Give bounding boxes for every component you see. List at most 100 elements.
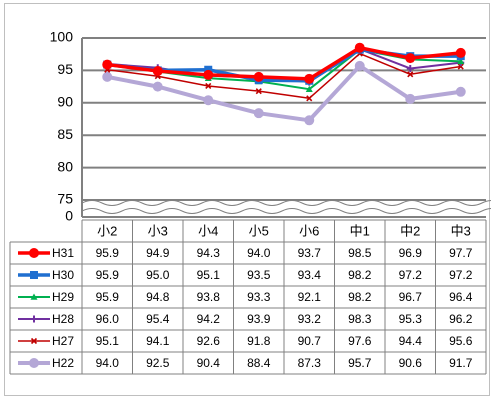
data-point-H31 <box>203 69 214 80</box>
category-label: 中3 <box>451 223 471 238</box>
legend-label: H30 <box>52 268 74 282</box>
data-label: 96.7 <box>399 290 423 304</box>
data-label: 93.2 <box>298 312 322 326</box>
category-label: 小2 <box>97 223 117 238</box>
y-tick-label: 100 <box>50 29 74 45</box>
data-label: 92.5 <box>146 356 170 370</box>
category-label: 小3 <box>148 223 168 238</box>
legend-label: H22 <box>52 356 74 370</box>
data-label: 92.1 <box>298 290 322 304</box>
data-point-H31 <box>102 59 113 70</box>
category-label: 中2 <box>400 223 420 238</box>
y-tick-label: 0 <box>65 208 73 224</box>
data-label: 90.7 <box>298 334 322 348</box>
y-tick-label: 75 <box>57 191 73 207</box>
data-label: 95.1 <box>96 334 120 348</box>
axis-break-line-bottom <box>81 208 491 214</box>
data-label: 90.4 <box>197 356 221 370</box>
data-point-H31 <box>354 42 365 53</box>
data-label: 97.7 <box>449 246 473 260</box>
data-label: 94.3 <box>197 246 221 260</box>
data-point-H22 <box>455 86 466 97</box>
data-label: 94.9 <box>146 246 170 260</box>
series-line-H31 <box>107 45 461 81</box>
data-label: 97.2 <box>399 268 423 282</box>
data-label: 98.3 <box>348 312 372 326</box>
data-point-H31 <box>152 66 163 77</box>
legend-marker-H31 <box>29 248 39 258</box>
data-label: 94.2 <box>197 312 221 326</box>
data-label: 91.8 <box>247 334 271 348</box>
data-label: 92.6 <box>197 334 221 348</box>
data-point-H31 <box>304 73 315 84</box>
y-tick-label: 95 <box>57 61 73 77</box>
legend-label: H27 <box>52 334 74 348</box>
series-line-H27 <box>107 52 461 100</box>
data-point-H27 <box>306 95 313 102</box>
data-label: 93.8 <box>197 290 221 304</box>
data-label: 93.4 <box>298 268 322 282</box>
category-label: 中1 <box>350 223 370 238</box>
legend-marker-H29 <box>30 293 38 300</box>
data-point-H22 <box>253 108 264 119</box>
data-point-H27 <box>457 63 464 70</box>
data-point-H22 <box>102 71 113 82</box>
legend-label: H29 <box>52 290 74 304</box>
data-label: 97.2 <box>449 268 473 282</box>
data-label: 95.9 <box>96 268 120 282</box>
data-label: 96.2 <box>449 312 473 326</box>
category-label: 小6 <box>299 223 319 238</box>
data-label: 95.9 <box>96 246 120 260</box>
data-label: 95.0 <box>146 268 170 282</box>
data-label: 88.4 <box>247 356 271 370</box>
data-label: 93.5 <box>247 268 271 282</box>
data-point-H29 <box>457 57 465 65</box>
axis-break-line-top <box>81 200 491 206</box>
legend-label: H28 <box>52 312 74 326</box>
data-label: 96.0 <box>96 312 120 326</box>
data-label: 87.3 <box>298 356 322 370</box>
legend-label: H31 <box>52 246 74 260</box>
data-label: 95.4 <box>146 312 170 326</box>
data-label: 96.9 <box>399 246 423 260</box>
data-label: 94.4 <box>399 334 423 348</box>
y-tick-label: 80 <box>57 158 73 174</box>
data-point-H31 <box>455 47 466 58</box>
legend-marker-H22 <box>29 358 39 368</box>
data-point-H22 <box>152 81 163 92</box>
data-label: 98.5 <box>348 246 372 260</box>
legend-marker-H30 <box>30 271 38 279</box>
data-label: 95.6 <box>449 334 473 348</box>
data-label: 91.7 <box>449 356 473 370</box>
data-point-H22 <box>203 95 214 106</box>
data-label: 95.9 <box>96 290 120 304</box>
y-tick-label: 85 <box>57 126 73 142</box>
category-label: 小4 <box>198 223 218 238</box>
data-point-H22 <box>354 60 365 71</box>
category-label: 小5 <box>249 223 269 238</box>
data-label: 98.2 <box>348 268 372 282</box>
data-point-H28 <box>406 64 414 72</box>
line-chart: 100 95 90 85 80 750 小2 小3 小4 小5 小6 中1 中2 中3 H31 95.9 94.… <box>9 29 491 375</box>
data-point-H27 <box>255 88 262 95</box>
chart-frame: 100 95 90 85 80 75 0 小2 小3 小4 小5 小6 中1 中2 中3 H31 95.9 94.… <box>4 3 491 396</box>
data-label: 95.3 <box>399 312 423 326</box>
data-point-H22 <box>405 93 416 104</box>
data-label: 96.4 <box>449 290 473 304</box>
data-label: 90.6 <box>399 356 423 370</box>
data-point-H22 <box>304 115 315 126</box>
data-label: 95.1 <box>197 268 221 282</box>
data-label: 94.0 <box>247 246 271 260</box>
data-label: 93.9 <box>247 312 271 326</box>
legend-marker-H27 <box>30 337 38 345</box>
axis-break-gap <box>83 202 487 212</box>
data-point-H30 <box>204 65 213 74</box>
data-label: 94.8 <box>146 290 170 304</box>
data-point-H31 <box>405 53 416 64</box>
data-label: 94.1 <box>146 334 170 348</box>
data-label: 93.7 <box>298 246 322 260</box>
data-label: 98.2 <box>348 290 372 304</box>
data-point-H27 <box>407 71 414 78</box>
data-label: 94.0 <box>96 356 120 370</box>
y-tick-label: 90 <box>57 94 73 110</box>
